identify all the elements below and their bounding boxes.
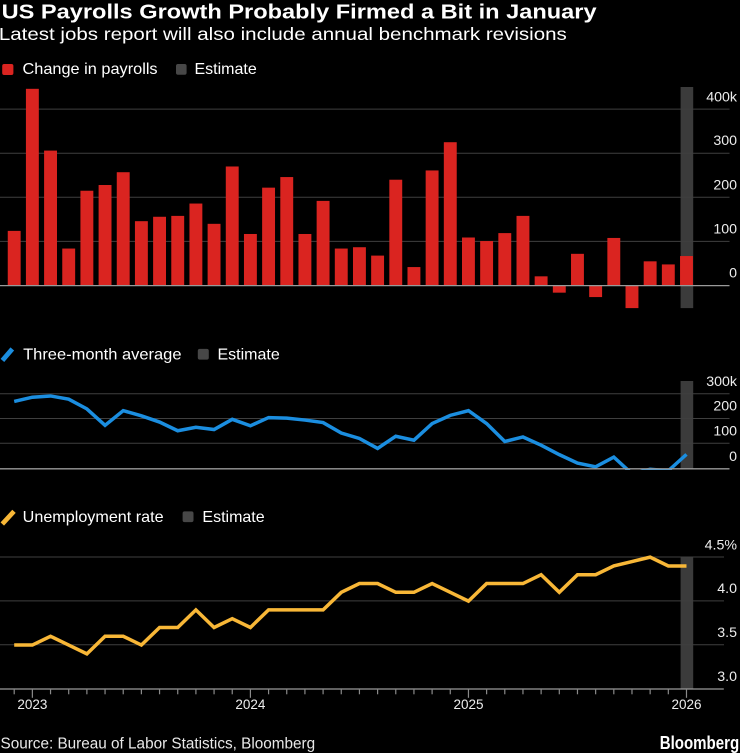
svg-text:Estimate: Estimate	[195, 61, 257, 78]
svg-text:0: 0	[729, 449, 737, 465]
svg-text:200: 200	[713, 177, 737, 193]
svg-text:4.5%: 4.5%	[705, 537, 738, 553]
svg-text:100: 100	[713, 221, 737, 237]
svg-text:2025: 2025	[453, 697, 483, 712]
svg-text:Three-month average: Three-month average	[23, 347, 182, 364]
svg-text:2026: 2026	[671, 697, 701, 712]
svg-text:Change in payrolls: Change in payrolls	[23, 61, 158, 78]
svg-text:2023: 2023	[17, 697, 47, 712]
svg-text:4.0: 4.0	[717, 581, 737, 597]
svg-text:Bloomberg: Bloomberg	[660, 733, 740, 753]
svg-text:Source: Bureau of Labor Statis: Source: Bureau of Labor Statistics, Bloo…	[1, 735, 316, 752]
svg-text:0: 0	[729, 266, 737, 282]
svg-text:400k: 400k	[706, 90, 738, 106]
svg-text:300k: 300k	[706, 374, 738, 390]
svg-text:300: 300	[713, 133, 737, 149]
svg-text:Latest jobs report will also i: Latest jobs report will also include ann…	[0, 24, 567, 44]
svg-text:200: 200	[713, 399, 737, 415]
svg-text:100: 100	[713, 423, 737, 439]
svg-text:Unemployment rate: Unemployment rate	[23, 509, 164, 526]
svg-text:US Payrolls Growth Probably Fi: US Payrolls Growth Probably Firmed a Bit…	[2, 2, 598, 24]
svg-text:3.0: 3.0	[717, 669, 737, 685]
svg-text:Estimate: Estimate	[218, 347, 280, 364]
svg-text:2024: 2024	[235, 697, 266, 712]
svg-text:Estimate: Estimate	[202, 509, 264, 526]
svg-text:3.5: 3.5	[717, 625, 737, 641]
